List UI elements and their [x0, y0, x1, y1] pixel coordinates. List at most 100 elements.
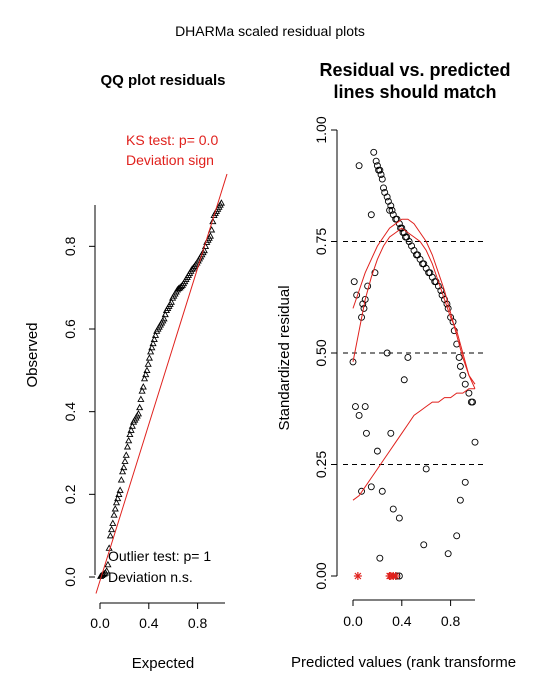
qq-point [104, 560, 112, 568]
residual-outlier-stars [353, 572, 400, 580]
qq-point [114, 494, 122, 502]
rp-outlier-star [353, 572, 362, 580]
outlier-test-label: Outlier test: p= 1 [108, 548, 211, 564]
qq-point [167, 298, 175, 305]
qq-point [120, 463, 128, 471]
residual-title-line2: lines should match [333, 82, 496, 102]
rp-y-tick-label: 0.50 [313, 339, 329, 366]
qq-point [147, 348, 155, 355]
qq-y-tick-label: 0.8 [62, 236, 78, 256]
qq-point [136, 403, 144, 411]
qq-ylabel: Observed [24, 322, 41, 387]
qq-point [112, 498, 121, 506]
qq-point [126, 430, 134, 438]
qq-point [161, 310, 169, 318]
rp-outlier-star [391, 572, 400, 580]
rp-point [388, 206, 396, 214]
rp-point [453, 532, 461, 540]
qq-point [134, 410, 142, 417]
qq-point [127, 426, 135, 433]
rp-point [376, 166, 384, 174]
rp-x-tick-label: 0.0 [343, 613, 363, 629]
outlier-deviation-label: Deviation n.s. [108, 569, 193, 585]
ks-deviation-label: Deviation sign [126, 152, 214, 168]
rp-point [383, 193, 391, 201]
rp-y-tick-label: 1.00 [313, 116, 329, 143]
rp-point [380, 184, 387, 192]
rp-point [351, 403, 359, 410]
rp-point [355, 162, 363, 170]
qq-point [145, 354, 153, 361]
rp-point [455, 354, 463, 361]
qq-ticks: 0.0 0.4 0.8 0.0 0.2 0.4 0.6 0.8 [62, 236, 208, 631]
residual-ticks: 0.0 0.4 0.8 0.00 0.25 0.50 0.75 1.00 [313, 116, 461, 629]
rp-point [387, 429, 395, 437]
qq-points [97, 199, 225, 579]
qq-point [217, 199, 225, 206]
qq-point [111, 505, 119, 512]
rp-point [376, 554, 384, 562]
rp-point [362, 429, 370, 437]
qq-point [110, 511, 118, 518]
rp-point [367, 483, 375, 491]
qq-point [151, 331, 160, 338]
qq-point [142, 370, 150, 378]
rp-point [456, 362, 464, 370]
qq-plot-panel: QQ plot residuals Observed Expected 0.0 0… [24, 72, 228, 672]
rp-quantile-curve [352, 227, 476, 385]
rp-x-tick-label: 0.8 [441, 613, 461, 629]
rp-star-stroke [354, 572, 362, 580]
qq-point [108, 525, 116, 533]
residual-title-line1: Residual vs. predicted [319, 60, 510, 80]
rp-point [420, 541, 428, 549]
qq-x-tick-label: 0.4 [139, 615, 159, 631]
rp-quantile-curve [352, 218, 476, 389]
qq-point [119, 467, 127, 475]
rp-x-tick-label: 0.4 [392, 613, 412, 629]
rp-point [469, 398, 477, 406]
figure-title: DHARMa scaled residual plots [175, 23, 365, 39]
rp-point [373, 447, 381, 455]
rp-point [395, 514, 403, 522]
rp-point [449, 318, 457, 326]
rp-point [358, 487, 365, 495]
rp-point [461, 380, 469, 388]
qq-x-tick-label: 0.0 [90, 615, 110, 631]
qq-point [138, 387, 146, 394]
rp-quantile-curve [352, 388, 475, 501]
qq-point [123, 443, 132, 450]
rp-y-tick-label: 0.25 [313, 451, 329, 478]
qq-point [122, 451, 130, 458]
rp-point [444, 550, 452, 558]
rp-point [422, 465, 430, 473]
residual-plot-panel: Residual vs. predicted lines should matc… [276, 60, 516, 671]
ks-test-label: KS test: p= 0.0 [126, 132, 218, 148]
rp-point [471, 438, 479, 446]
qq-point [160, 314, 168, 322]
qq-point [137, 395, 145, 402]
qq-point [103, 567, 111, 574]
qq-point [208, 226, 216, 233]
residual-xlabel: Predicted values (rank transforme [291, 654, 516, 671]
qq-reference-line [95, 173, 228, 594]
residual-points [349, 148, 479, 580]
rp-point [386, 206, 394, 214]
rp-point [461, 478, 469, 486]
residual-ylabel: Standardized residual [276, 285, 293, 430]
qq-title: QQ plot residuals [100, 72, 225, 89]
rp-point [404, 354, 412, 361]
rp-point [377, 171, 385, 179]
rp-star-stroke [387, 572, 395, 580]
qq-point [128, 422, 136, 429]
residual-hlines [343, 241, 484, 465]
qq-point [150, 335, 158, 342]
rp-point [459, 371, 467, 379]
qq-point [115, 490, 123, 497]
rp-point [349, 358, 357, 366]
qq-point [144, 360, 152, 367]
rp-point [371, 269, 379, 277]
qq-point [143, 366, 151, 373]
rp-point [372, 157, 380, 165]
qq-point [121, 457, 129, 464]
